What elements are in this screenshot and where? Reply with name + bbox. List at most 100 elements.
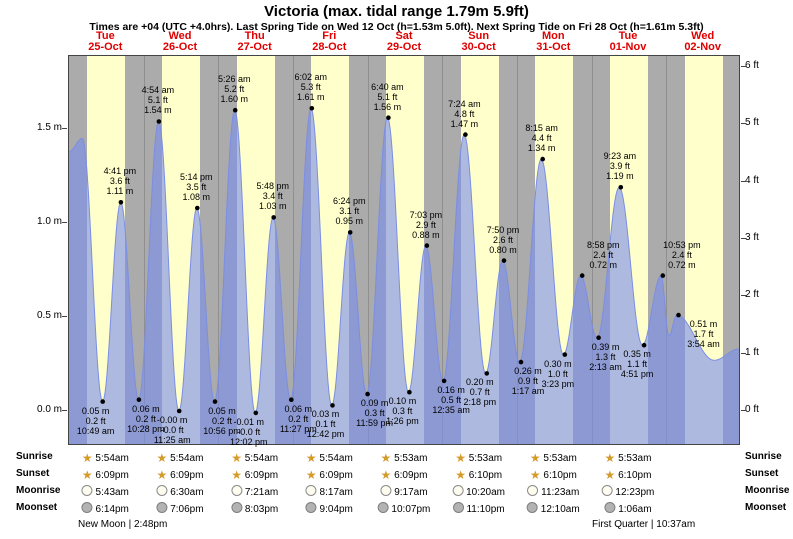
- sunrise-entry: ★ 5:54am: [82, 451, 129, 465]
- moonset-moon-icon: [305, 502, 317, 513]
- day-header: Wed 02-Nov: [667, 31, 739, 53]
- tide-extreme-dot: [347, 230, 353, 235]
- moonset-time: 9:04pm: [316, 504, 353, 515]
- moonrise-time: 12:23pm: [612, 487, 655, 498]
- y-axis-feet-label: 4 ft: [745, 174, 759, 186]
- tide-plot: [68, 55, 740, 445]
- sunset-entry: ★ 6:10pm: [455, 468, 502, 482]
- moonrise-moon-icon: [527, 485, 539, 496]
- midnight-separator: [143, 56, 145, 444]
- day-of-week: Mon: [542, 30, 565, 42]
- day-of-week: Tue: [618, 30, 638, 42]
- day-header: Mon 31-Oct: [517, 31, 589, 53]
- y-axis-tick: [741, 410, 746, 411]
- moonrise-time: 9:17am: [391, 487, 428, 498]
- moonrise-moon-icon: [231, 485, 243, 496]
- chart-subtitle: Times are +04 (UTC +4.0hrs). Last Spring…: [89, 21, 704, 33]
- moonset-moon-icon: [156, 502, 168, 513]
- day-of-week: Wed: [168, 30, 192, 42]
- tide-extreme-dot: [579, 273, 585, 278]
- astro-row-label-left: Sunset: [16, 468, 50, 479]
- day-date: 31-Oct: [536, 41, 571, 53]
- moonrise-entry: 10:20am: [452, 485, 505, 498]
- y-axis-meter-label: 1.0 m: [36, 216, 62, 227]
- y-axis-tick: [62, 128, 67, 129]
- tide-extreme-dot: [676, 312, 681, 318]
- tide-extreme-dot: [195, 205, 200, 211]
- midnight-separator: [293, 56, 294, 444]
- moonset-moon-icon: [526, 502, 538, 513]
- y-axis-feet-label: 3 ft: [745, 232, 759, 244]
- moonrise-moon-icon: [156, 485, 168, 496]
- sunrise-entry: ★ 5:53am: [381, 451, 428, 465]
- moonset-time: 12:10am: [537, 504, 580, 515]
- moonrise-moon-icon: [380, 485, 392, 496]
- moonset-time: 1:06am: [615, 504, 652, 515]
- day-date: 29-Oct: [386, 41, 422, 53]
- tide-extreme-dot: [641, 342, 647, 348]
- astro-row-label-left: Sunrise: [16, 451, 53, 462]
- moonrise-moon-icon: [452, 485, 464, 496]
- y-axis-tick: [741, 180, 746, 182]
- moonset-entry: 11:10pm: [452, 502, 505, 515]
- moonrise-entry: 7:21am: [231, 485, 278, 498]
- day-header: Fri 28-Oct: [293, 31, 365, 53]
- sunrise-time: 5:53am: [465, 453, 503, 464]
- midnight-separator: [367, 56, 369, 444]
- tide-extreme-dot: [100, 399, 105, 404]
- tide-extreme-dot: [660, 273, 666, 278]
- moonset-moon-icon: [81, 502, 93, 513]
- tide-extreme-dot: [562, 352, 568, 357]
- day-of-week: Sun: [468, 30, 490, 42]
- sunset-time: 6:09pm: [167, 470, 204, 481]
- day-date: 26-Oct: [162, 41, 198, 53]
- y-axis-tick: [741, 238, 746, 240]
- y-axis-tick: [741, 352, 746, 354]
- moonset-entry: 9:04pm: [305, 502, 353, 515]
- moonrise-moon-icon: [81, 485, 93, 496]
- tide-extreme-dot: [618, 185, 624, 190]
- tide-extreme-dot: [232, 107, 238, 113]
- sunset-star-icon: ★: [529, 468, 541, 482]
- moonset-entry: 8:03pm: [231, 502, 278, 515]
- moonset-time: 7:06pm: [167, 504, 204, 515]
- sunrise-time: 5:53am: [540, 453, 577, 464]
- tide-area: [69, 108, 739, 444]
- midnight-separator: [442, 56, 444, 444]
- sunset-star-icon: ★: [455, 468, 466, 482]
- moonset-time: 6:14pm: [92, 504, 129, 515]
- sunset-entry: ★ 6:09pm: [381, 468, 428, 482]
- astro-row-label-right: Sunrise: [745, 451, 782, 462]
- day-header: Thu 27-Oct: [219, 31, 291, 53]
- tide-extreme-dot: [156, 119, 162, 124]
- astro-row-label-right: Sunset: [745, 468, 779, 479]
- tide-extreme-dot: [386, 115, 391, 120]
- moonrise-time: 7:21am: [242, 487, 279, 498]
- sunset-star-icon: ★: [305, 468, 317, 482]
- tide-extreme-dot: [136, 397, 142, 403]
- sunset-star-icon: ★: [81, 468, 93, 482]
- moonset-entry: 12:10am: [526, 502, 580, 515]
- midnight-separator: [517, 56, 518, 444]
- tide-extreme-dot: [212, 399, 218, 404]
- tide-extreme-dot: [253, 410, 259, 416]
- day-of-week: Thu: [244, 30, 265, 42]
- day-date: 25-Oct: [88, 41, 123, 53]
- day-of-week: Fri: [322, 30, 337, 42]
- moonrise-entry: 8:17am: [305, 485, 353, 498]
- moonset-entry: 6:14pm: [81, 502, 129, 515]
- moonrise-entry: 9:17am: [380, 485, 428, 498]
- moonrise-entry: 11:23am: [527, 485, 579, 498]
- day-date: 27-Oct: [237, 41, 272, 53]
- sunrise-star-icon: ★: [604, 451, 616, 465]
- sunset-star-icon: ★: [604, 468, 616, 482]
- sunrise-entry: ★ 5:53am: [455, 451, 502, 465]
- sunset-entry: ★ 6:10pm: [605, 468, 652, 482]
- sunrise-time: 5:54am: [241, 453, 279, 464]
- moonset-moon-icon: [604, 502, 616, 513]
- tide-extreme-dot: [309, 106, 315, 111]
- moonset-time: 8:03pm: [242, 504, 279, 515]
- moonrise-moon-icon: [601, 485, 613, 496]
- y-axis-tick: [62, 316, 67, 317]
